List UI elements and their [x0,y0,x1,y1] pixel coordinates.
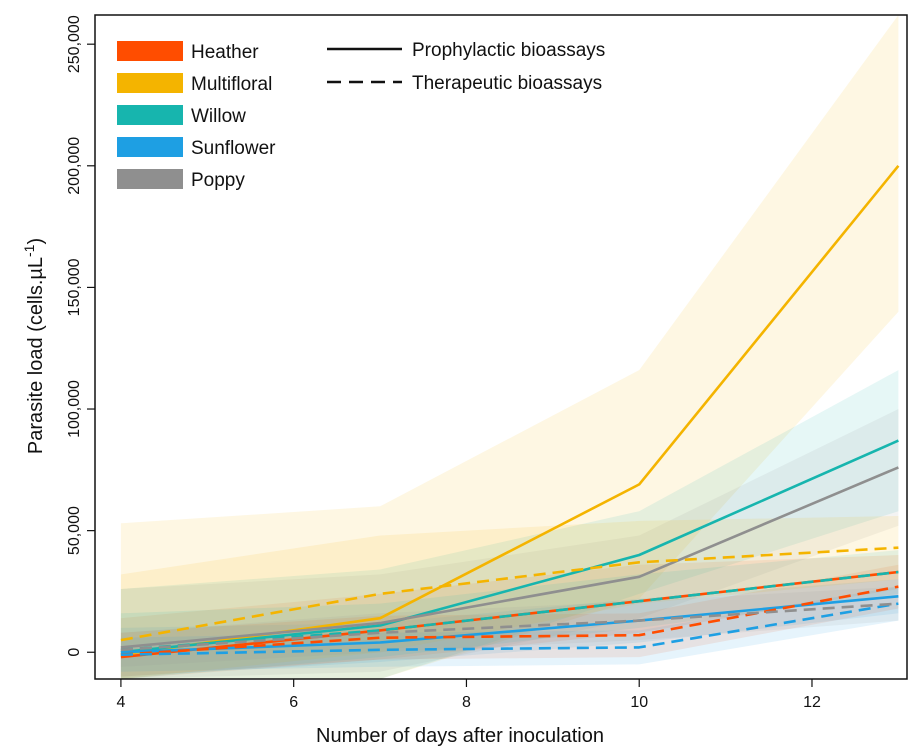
x-tick-label: 8 [462,694,471,711]
x-tick-label: 4 [116,694,125,711]
y-tick-label: 100,000 [66,380,83,438]
band-heather-therapeutic [120,564,899,677]
legend-label-multifloral: Multifloral [191,74,272,95]
band-poppy-prophylactic [120,409,899,679]
y-tick-label: 150,000 [66,258,83,316]
y-axis-title: Parasite load (cells.µL-1) [21,238,47,454]
line-sunflower-prophylactic [120,595,899,654]
legend-swatch-willow [117,105,183,125]
line-multifloral-therapeutic [120,546,899,642]
x-tick-label: 10 [630,694,648,711]
y-axis: 0 50,000 100,000 150,000 200,000 250,000 [66,15,95,657]
y-axis-title-close: ) [25,238,47,245]
band-multifloral-prophylactic [120,15,899,679]
legend-label-poppy: Poppy [191,170,245,191]
x-tick-label: 6 [289,694,298,711]
y-axis-title-main: Parasite load (cells.µL [25,257,47,454]
x-tick-label: 12 [803,694,821,711]
line-willow-prophylactic [120,439,899,654]
plot-frame [94,14,908,680]
legend-swatch-multifloral [117,73,183,93]
y-tick-label: 250,000 [66,15,83,73]
y-axis-title-superscript: -1 [21,244,37,257]
legend-swatch-poppy [117,169,183,189]
band-willow-prophylactic [120,370,899,679]
line-willow-therapeutic [120,570,899,652]
legend-swatch-sunflower [117,137,183,157]
series-lines [120,164,900,659]
line-poppy-prophylactic [120,466,899,649]
legend-label-prophylactic: Prophylactic bioassays [412,40,605,61]
legend-label-sunflower: Sunflower [191,138,276,159]
legend: Heather Multifloral Willow Sunflower Pop… [117,40,605,191]
x-axis-title: Number of days after inoculation [316,725,604,747]
legend-label-heather: Heather [191,42,259,63]
legend-swatch-heather [117,41,183,61]
y-tick-label: 50,000 [66,506,83,555]
legend-label-therapeutic: Therapeutic bioassays [412,73,602,94]
legend-label-willow: Willow [191,106,246,127]
x-axis: 4 6 8 10 12 [116,679,821,711]
line-sunflower-therapeutic [120,602,899,656]
y-tick-label: 200,000 [66,137,83,195]
y-tick-label: 0 [66,648,83,657]
line-poppy-therapeutic [120,602,899,652]
